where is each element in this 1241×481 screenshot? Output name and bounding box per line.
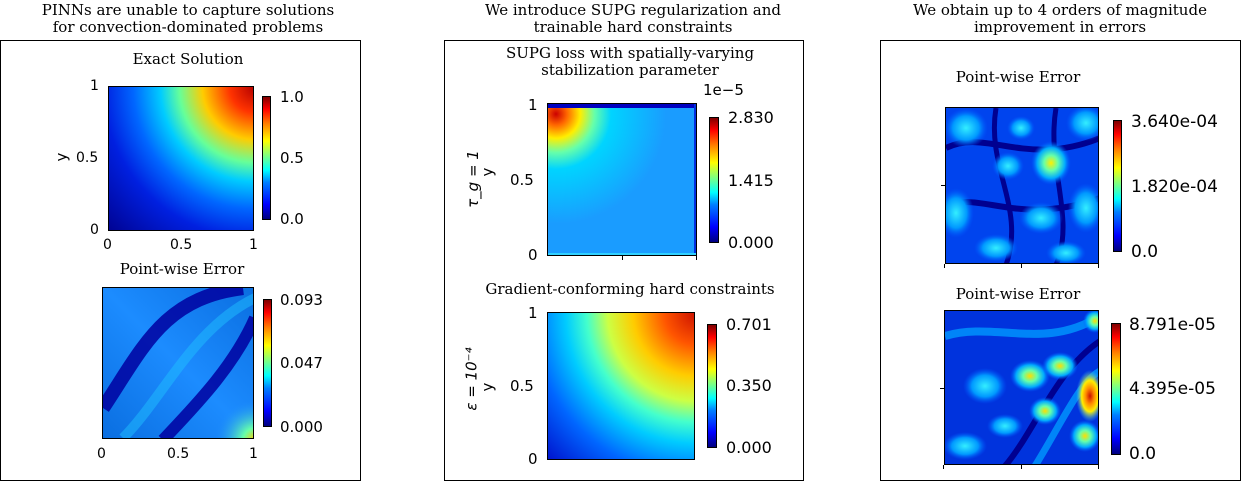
panel3-bottom-ytickmark-1 bbox=[940, 388, 944, 389]
panel2-title-line1: We introduce SUPG regularization and bbox=[485, 1, 781, 19]
panel1-top-xtick-1: 1 bbox=[249, 237, 258, 253]
panel2-top-ytick-1: 1 bbox=[528, 96, 538, 114]
panel3-top-error-heatmap bbox=[945, 107, 1099, 264]
panel1-exact-solution-heatmap bbox=[108, 86, 254, 231]
panel2-bottom-ylabel: y bbox=[478, 382, 497, 392]
panel2-top-title-line1: SUPG loss with spatially-varying bbox=[505, 44, 755, 62]
panel1-title-line2: for convection-dominated problems bbox=[52, 18, 324, 36]
panel2-top-ytick-05: 0.5 bbox=[510, 171, 534, 189]
panel2-supg-heatmap bbox=[547, 103, 697, 256]
panel2-top-ylabel: y bbox=[478, 167, 497, 177]
panel1-top-ytick-1: 1 bbox=[90, 78, 99, 94]
panel3-top-cb-mid: 1.820e-04 bbox=[1131, 177, 1218, 197]
panel1-top-cb-max: 1.0 bbox=[280, 88, 304, 106]
panel1-error-heatmap bbox=[102, 287, 254, 439]
panel2-top-title: SUPG loss with spatially-varying stabili… bbox=[480, 45, 780, 79]
panel2-title: We introduce SUPG regularization and tra… bbox=[445, 2, 821, 36]
panel2-bottom-ytick-1: 1 bbox=[528, 304, 538, 322]
panel3-bottom-colorbar bbox=[1111, 323, 1121, 455]
panel3-bottom-title: Point-wise Error bbox=[955, 285, 1081, 303]
panel1-top-ytick-0: 0 bbox=[90, 222, 99, 238]
panel2-top-cb-max: 2.830 bbox=[728, 108, 774, 127]
panel3-bottom-cb-min: 0.0 bbox=[1129, 444, 1157, 464]
panel2-top-row-label: τ_g = 1 bbox=[463, 150, 482, 208]
panel3-bottom-xtickmark-3 bbox=[1098, 465, 1099, 469]
panel2-bottom-colorbar bbox=[707, 324, 717, 448]
panel2-top-cb-scale: 1e−5 bbox=[703, 81, 744, 99]
panel1-top-title: Exact Solution bbox=[132, 50, 244, 68]
panel3-top-title: Point-wise Error bbox=[955, 68, 1081, 86]
panel3-title-line2: improvement in errors bbox=[973, 18, 1147, 36]
panel1-top-colorbar bbox=[262, 96, 271, 220]
panel3-top-xtickmark-2 bbox=[1021, 264, 1022, 268]
panel1-bottom-title: Point-wise Error bbox=[119, 260, 245, 278]
panel1-bottom-xtick-05: 0.5 bbox=[167, 446, 190, 462]
panel2-bottom-title: Gradient-conforming hard constraints bbox=[485, 280, 775, 298]
panel3-title-line1: We obtain up to 4 orders of magnitude bbox=[913, 1, 1207, 19]
panel3-top-ytickmark-1 bbox=[941, 185, 945, 186]
panel1-top-cb-mid: 0.5 bbox=[280, 149, 304, 167]
panel3-top-xtickmark-1 bbox=[944, 264, 945, 268]
panel1-top-xtick-0: 0 bbox=[103, 237, 112, 253]
panel2-top-cb-min: 0.000 bbox=[728, 233, 774, 252]
panel3-bottom-error-heatmap bbox=[944, 310, 1099, 465]
panel3-top-cb-min: 0.0 bbox=[1131, 242, 1159, 262]
panel3-bottom-xtickmark-2 bbox=[1021, 465, 1022, 469]
panel3-bottom-xtickmark-1 bbox=[943, 465, 944, 469]
panel2-bottom-row-label: ε = 10⁻⁴ bbox=[462, 347, 481, 411]
panel1-bottom-cb-min: 0.000 bbox=[280, 418, 323, 436]
panel3-top-colorbar bbox=[1113, 120, 1122, 252]
panel1-bottom-xtick-1: 1 bbox=[249, 446, 258, 462]
panel3-top-cb-max: 3.640e-04 bbox=[1131, 112, 1218, 132]
panel2-hard-constraints-heatmap bbox=[547, 312, 695, 460]
panel2-bottom-ytick-05: 0.5 bbox=[510, 377, 534, 395]
panel3-bottom-cb-mid: 4.395e-05 bbox=[1129, 379, 1216, 399]
panel2-top-colorbar bbox=[709, 117, 719, 243]
panel2-top-xtickmark-1 bbox=[622, 256, 623, 260]
panel1-bottom-cb-max: 0.093 bbox=[280, 291, 323, 309]
panel1-top-ytick-05: 0.5 bbox=[76, 150, 99, 166]
panel2-top-title-line2: stabilization parameter bbox=[541, 61, 719, 79]
panel1-top-xtick-05: 0.5 bbox=[170, 237, 193, 253]
panel3-top-xtickmark-3 bbox=[1098, 264, 1099, 268]
panel1-top-cb-min: 0.0 bbox=[280, 210, 304, 228]
panel1-top-ylabel: y bbox=[52, 152, 71, 162]
panel2-top-xtickmark-2 bbox=[696, 256, 697, 260]
panel2-bottom-cb-min: 0.000 bbox=[726, 438, 772, 457]
panel2-bottom-cb-mid: 0.350 bbox=[726, 376, 772, 395]
panel2-top-ytick-0: 0 bbox=[528, 246, 538, 264]
panel1-bottom-xtick-0: 0 bbox=[97, 446, 106, 462]
panel1-title: PINNs are unable to capture solutions fo… bbox=[0, 2, 376, 36]
panel2-bottom-cb-max: 0.701 bbox=[726, 315, 772, 334]
panel1-bottom-colorbar bbox=[263, 299, 272, 427]
panel1-bottom-cb-mid: 0.047 bbox=[280, 354, 323, 372]
panel3-title: We obtain up to 4 orders of magnitude im… bbox=[872, 2, 1241, 36]
panel3-bottom-cb-max: 8.791e-05 bbox=[1129, 315, 1216, 335]
panel2-bottom-ytick-0: 0 bbox=[528, 450, 538, 468]
panel1-title-line1: PINNs are unable to capture solutions bbox=[41, 1, 335, 19]
panel2-title-line2: trainable hard constraints bbox=[533, 18, 733, 36]
panel2-top-cb-mid: 1.415 bbox=[728, 171, 774, 190]
